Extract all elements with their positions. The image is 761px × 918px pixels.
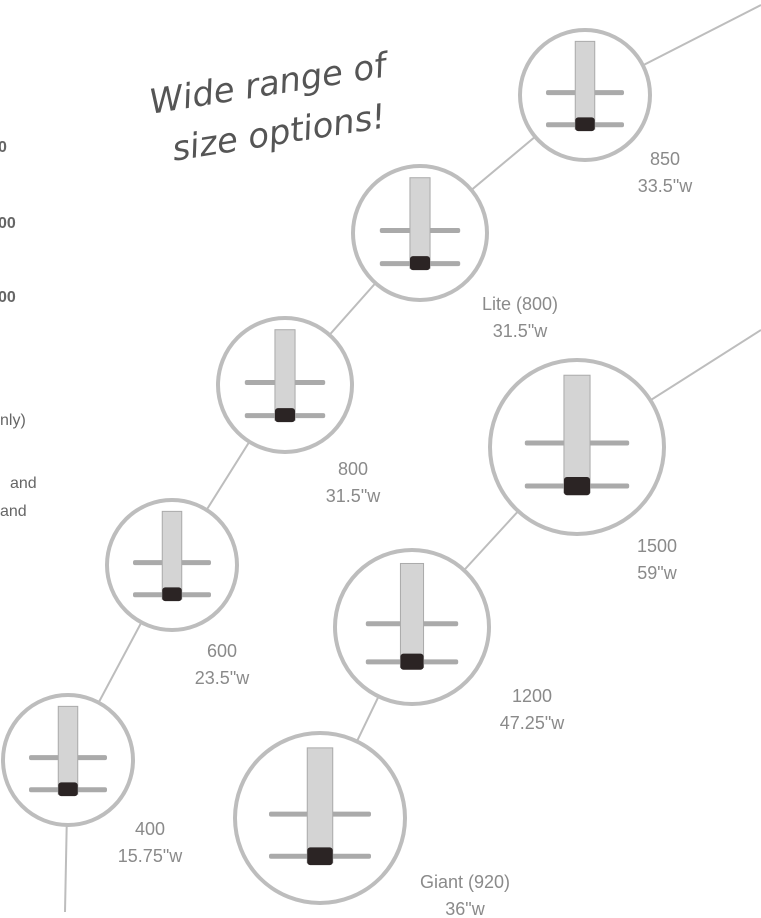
node-label: 800: [338, 459, 368, 479]
stand-base: [575, 117, 595, 131]
node-label: 1200: [512, 686, 552, 706]
node: 850 33.5"w: [520, 30, 693, 196]
node-width: 31.5"w: [326, 486, 381, 506]
stand-base: [400, 654, 423, 670]
left-fragments: 0 00 00: [0, 139, 16, 306]
node-width: 59"w: [637, 563, 677, 583]
node: 1500 59"w: [490, 360, 678, 583]
node-label: 600: [207, 641, 237, 661]
node-width: 36"w: [445, 899, 485, 918]
left-text: nly): [0, 412, 26, 429]
node: 800 31.5"w: [218, 318, 381, 506]
stand-pole: [307, 748, 333, 863]
node-width: 47.25"w: [500, 713, 565, 733]
stand-base: [564, 477, 590, 495]
stand-base: [307, 847, 333, 865]
page: Wide range of size options! 0 00 00 nly)…: [0, 0, 761, 918]
left-text: 00: [0, 215, 16, 232]
node-label: Giant (920): [420, 872, 510, 892]
node-width: 23.5"w: [195, 668, 250, 688]
stand-base: [58, 782, 78, 796]
stand-pole: [410, 178, 430, 268]
stand-pole: [275, 330, 295, 420]
left-text: and: [10, 475, 37, 492]
stand-pole: [575, 41, 595, 129]
stand-base: [410, 256, 430, 270]
node-width: 15.75"w: [118, 846, 183, 866]
left-text: 00: [0, 289, 16, 306]
node: Giant (920) 36"w: [235, 733, 510, 918]
node: 1200 47.25"w: [335, 550, 565, 733]
stand-base: [162, 587, 182, 601]
node: 400 15.75"w: [3, 695, 183, 866]
node-label: 850: [650, 149, 680, 169]
stand-pole: [564, 375, 590, 492]
stand-pole: [400, 563, 423, 667]
stand-base: [275, 408, 295, 422]
node: 600 23.5"w: [107, 500, 250, 688]
node: Lite (800) 31.5"w: [353, 166, 558, 341]
left-text: and: [0, 503, 27, 520]
headline: Wide range of size options!: [147, 45, 402, 172]
node-label: Lite (800): [482, 294, 558, 314]
left-text: 0: [0, 139, 7, 156]
node-label: 400: [135, 819, 165, 839]
stand-pole: [58, 706, 78, 794]
nodes: 850 33.5"w Lite (800) 31.5"w 800 31.5"w 600 23.…: [3, 30, 693, 918]
node-width: 31.5"w: [493, 321, 548, 341]
node-label: 1500: [637, 536, 677, 556]
node-width: 33.5"w: [638, 176, 693, 196]
stand-pole: [162, 511, 182, 599]
